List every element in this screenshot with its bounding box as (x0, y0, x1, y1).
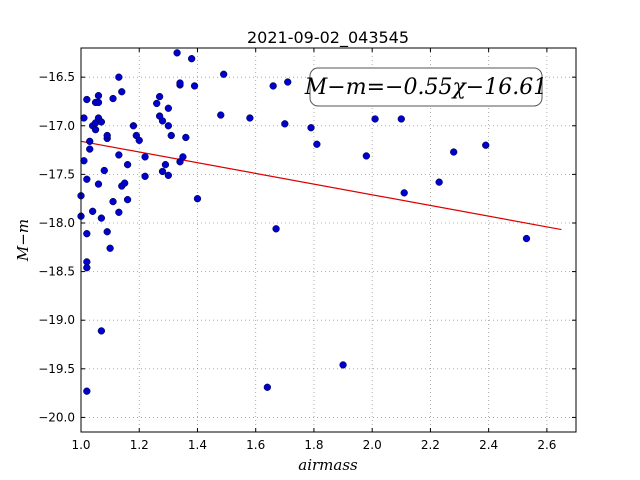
data-point (158, 117, 167, 125)
data-point (83, 264, 91, 272)
annotation-box (309, 67, 543, 107)
data-point (164, 171, 173, 180)
data-point (161, 161, 170, 169)
data-point (80, 157, 88, 165)
data-point (167, 131, 175, 140)
x-tick-label: 1.8 (304, 438, 323, 452)
y-tick-label: −19.5 (38, 362, 75, 376)
data-point (182, 133, 190, 142)
data-point (269, 82, 277, 90)
y-axis-label: M−m (14, 219, 32, 262)
x-tick-label: 2.2 (421, 438, 440, 452)
data-point (109, 94, 117, 103)
data-point (217, 111, 225, 119)
data-point (141, 172, 149, 180)
data-point (118, 88, 126, 96)
x-tick-label: 1.2 (130, 438, 149, 452)
data-point (88, 207, 97, 215)
data-point (121, 179, 129, 187)
data-point (106, 244, 114, 252)
data-point (94, 91, 103, 100)
data-point (307, 124, 315, 132)
data-point (135, 136, 143, 145)
data-point (400, 189, 408, 197)
data-point (246, 114, 254, 122)
fit-line-layer (80, 140, 562, 231)
data-point (129, 122, 138, 130)
chart-title: 2021-09-02_043545 (247, 28, 409, 48)
data-point (371, 115, 379, 123)
data-point (94, 98, 103, 107)
data-point (97, 118, 106, 126)
data-point (115, 73, 123, 81)
data-point (155, 92, 164, 101)
data-point (173, 49, 181, 57)
fit-line (80, 140, 562, 231)
data-point (83, 175, 91, 183)
plot-frame (80, 47, 577, 433)
data-point (97, 214, 106, 222)
data-point (115, 208, 123, 216)
data-point (94, 180, 103, 188)
x-axis-label: airmass (298, 456, 358, 474)
data-point (193, 195, 202, 203)
data-point (220, 70, 228, 78)
data-point (100, 166, 108, 175)
data-point (83, 95, 91, 104)
data-point (187, 55, 196, 63)
data-point (179, 153, 187, 161)
y-tick-label: −16.5 (38, 70, 75, 84)
data-point (83, 387, 91, 395)
data-point (97, 327, 106, 335)
y-tick-label: −17.5 (38, 167, 75, 181)
x-tick-label: 1.6 (246, 438, 265, 452)
data-point (158, 167, 167, 176)
data-point (284, 78, 292, 86)
annotation-text: M−m=−0.55χ−16.61 (304, 75, 547, 100)
data-point (272, 225, 280, 233)
data-point (435, 178, 443, 186)
data-point (115, 151, 123, 159)
x-tick-label: 2.6 (537, 438, 556, 452)
y-tick-label: −19.0 (38, 313, 75, 327)
x-tick-label: 2.0 (363, 438, 382, 452)
data-point (123, 161, 132, 169)
data-point (86, 137, 94, 145)
data-point (190, 82, 199, 90)
data-point (153, 99, 161, 108)
data-point (164, 104, 173, 112)
data-point (313, 140, 321, 148)
data-point (164, 122, 173, 130)
data-point (522, 234, 531, 243)
data-point (86, 145, 94, 153)
x-tick-label: 1.4 (188, 438, 207, 452)
data-point (339, 361, 347, 369)
y-tick-label: −18.0 (38, 216, 75, 230)
x-tick-label: 2.4 (479, 438, 498, 452)
data-point (123, 196, 132, 204)
y-tick-label: −20.0 (38, 410, 75, 424)
data-point (141, 153, 149, 161)
data-point (176, 79, 184, 87)
x-tick-label: 1.0 (71, 438, 90, 452)
equation-annotation: M−m=−0.55χ−16.61 (304, 67, 547, 107)
data-point (103, 131, 111, 140)
data-point (450, 148, 458, 156)
data-point (83, 230, 91, 238)
y-tick-label: −18.5 (38, 265, 75, 279)
data-point (109, 197, 117, 206)
data-points-layer (77, 49, 531, 395)
data-point (482, 141, 490, 149)
data-point (91, 126, 100, 134)
ticks-layer: 1.0 1.2 1.4 1.6 1.8 2.0 2.2 2.4 2.6 −16.5 −17.0 −17… (38, 48, 576, 452)
data-point (281, 120, 289, 128)
data-point (80, 114, 88, 122)
data-point (263, 383, 272, 391)
y-tick-label: −17.0 (38, 119, 75, 133)
data-point (103, 228, 111, 236)
data-point (362, 152, 371, 160)
data-point (397, 115, 405, 123)
